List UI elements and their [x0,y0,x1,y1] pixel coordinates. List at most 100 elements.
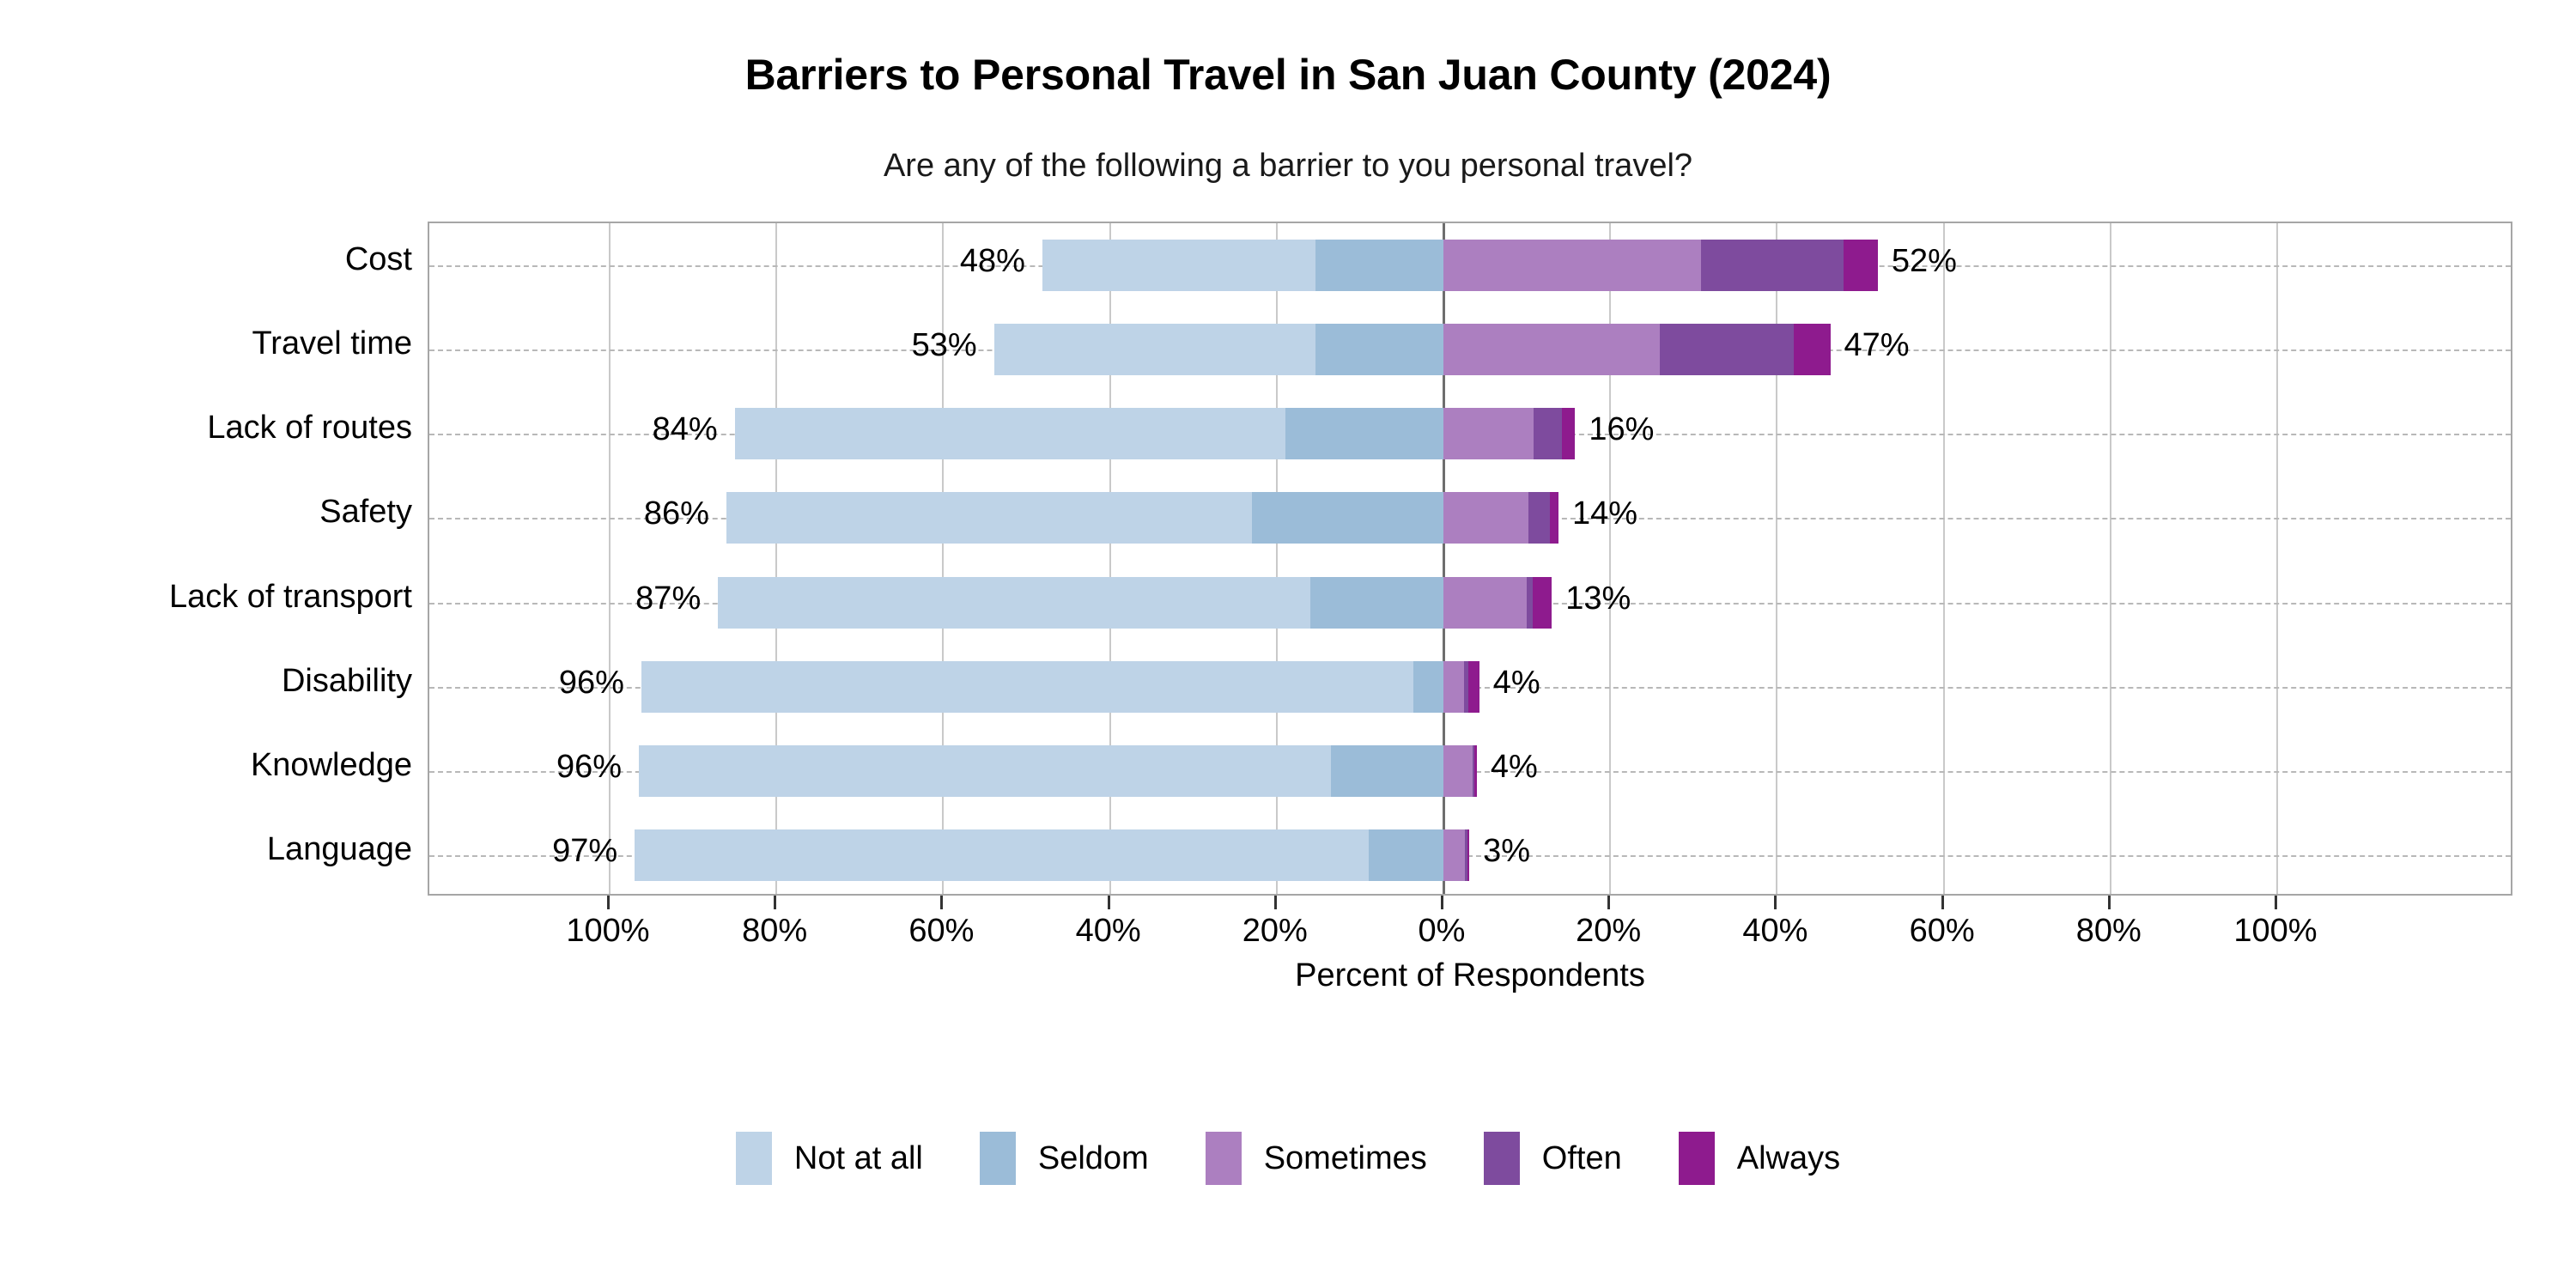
y-axis-label-lack-of-transport: Lack of transport [168,578,412,615]
bar-segment-sometimes[interactable] [1443,576,1528,629]
gridline--20 [1275,223,1278,894]
bar-segment-not-at-all[interactable] [1042,240,1316,291]
bar-segment-sometimes[interactable] [1443,492,1529,544]
bar-segment-sometimes[interactable] [1443,829,1466,881]
y-axis-label-safety: Safety [319,494,412,531]
bar-positive-stack [1443,744,1477,797]
bar-segment-always[interactable] [1561,408,1576,460]
bar-segment-often[interactable] [1472,744,1474,797]
bar-segment-often[interactable] [1527,576,1533,629]
bar-segment-seldom[interactable] [1330,744,1443,797]
y-axis-label-travel-time: Travel time [252,325,412,362]
x-tick [774,896,777,909]
bar-segment-always[interactable] [1793,324,1831,376]
bar-segment-often[interactable] [1660,324,1794,376]
legend-label: Always [1736,1139,1841,1176]
bar-row: 87% 13% [429,561,2511,645]
value-label-left: 96% [556,748,622,785]
chart-title: Barriers to Personal Travel in San Juan … [744,51,1832,99]
value-label-left: 96% [558,664,624,701]
legend-swatch-icon [979,1132,1016,1185]
bar-segment-often[interactable] [1464,660,1469,713]
bar-segment-sometimes[interactable] [1443,744,1473,797]
bar-segment-always[interactable] [1473,744,1477,797]
chart-legend: Not at all Seldom Sometimes Often Always [0,1132,2576,1185]
bar-segment-sometimes[interactable] [1443,408,1534,460]
legend-item-often[interactable]: Often [1483,1132,1679,1185]
bar-segment-not-at-all[interactable] [641,660,1414,713]
bar-segment-not-at-all[interactable] [734,408,1285,460]
gridline-100 [2276,223,2278,894]
gridline-zero [1442,223,1445,894]
bar-positive-stack [1443,324,1831,376]
gridline--100 [609,223,611,894]
x-tick [1273,896,1277,909]
bar-segment-not-at-all[interactable] [635,829,1369,881]
bar-segment-always[interactable] [1467,829,1470,881]
bar-positive-stack [1443,829,1470,881]
legend-label: Sometimes [1263,1139,1427,1176]
chart-subtitle: Are any of the following a barrier to yo… [883,148,1693,184]
bar-segment-sometimes[interactable] [1443,324,1661,376]
bar-segment-seldom[interactable] [1315,240,1443,291]
value-label-left: 87% [635,580,702,617]
value-label-right: 14% [1571,495,1638,532]
y-axis-label-cost: Cost [344,241,412,278]
bar-segment-often[interactable] [1465,829,1468,881]
bar-segment-always[interactable] [1468,660,1479,713]
x-tick-label: 60% [1909,913,1975,949]
value-label-right: 47% [1844,327,1910,364]
value-label-right: 4% [1492,664,1540,701]
legend-item-always[interactable]: Always [1678,1132,1841,1185]
legend-item-not-at-all[interactable]: Not at all [735,1132,980,1185]
bar-row: 86% 14% [429,476,2511,560]
bar-segment-seldom[interactable] [1413,660,1443,713]
value-label-right: 3% [1483,832,1531,869]
x-axis: 100% 80% 60% 40% 20% 0% 20% 40% 60% 80% 100% [428,896,2512,956]
x-tick [2107,896,2111,909]
value-label-right: 16% [1589,411,1655,448]
x-tick-label: 100% [2233,913,2318,949]
bar-segment-seldom[interactable] [1251,492,1443,544]
bar-segment-seldom[interactable] [1368,829,1443,881]
x-tick [940,896,944,909]
bar-segment-often[interactable] [1701,240,1844,291]
bar-segment-seldom[interactable] [1285,408,1443,460]
gridline-40 [1776,223,1778,894]
legend-label: Seldom [1037,1139,1149,1176]
gridline-20 [1609,223,1612,894]
bar-segment-not-at-all[interactable] [993,324,1316,376]
legend-swatch-icon [1205,1132,1242,1185]
bar-row: 48% 52% [429,223,2511,307]
bar-segment-often[interactable] [1528,492,1551,544]
legend-item-sometimes[interactable]: Sometimes [1205,1132,1484,1185]
legend-swatch-icon [1483,1132,1520,1185]
bar-segment-not-at-all[interactable] [718,576,1310,629]
bar-segment-not-at-all[interactable] [638,744,1331,797]
bar-segment-sometimes[interactable] [1443,660,1465,713]
bar-negative-stack [1042,240,1443,291]
x-tick-label: 100% [566,913,650,949]
bar-segment-not-at-all[interactable] [726,492,1252,544]
bar-positive-stack [1443,240,1878,291]
x-tick-label: 40% [1742,913,1808,949]
legend-item-seldom[interactable]: Seldom [979,1132,1206,1185]
x-tick [1941,896,1944,909]
bar-row: 97% 3% [429,813,2511,897]
bar-segment-always[interactable] [1844,240,1878,291]
bar-segment-always[interactable] [1550,492,1558,544]
y-axis-label-lack-of-routes: Lack of routes [207,410,412,447]
bar-positive-stack [1443,660,1479,713]
x-tick [1607,896,1611,909]
bar-segment-seldom[interactable] [1315,324,1443,376]
bar-segment-often[interactable] [1533,408,1562,460]
bar-positive-stack [1443,492,1558,544]
bar-segment-always[interactable] [1532,576,1552,629]
gridline--80 [775,223,778,894]
bar-segment-seldom[interactable] [1309,576,1443,629]
gridline-80 [2109,223,2111,894]
gridline-60 [1942,223,1945,894]
bar-segment-sometimes[interactable] [1443,240,1702,291]
x-tick [2275,896,2277,909]
